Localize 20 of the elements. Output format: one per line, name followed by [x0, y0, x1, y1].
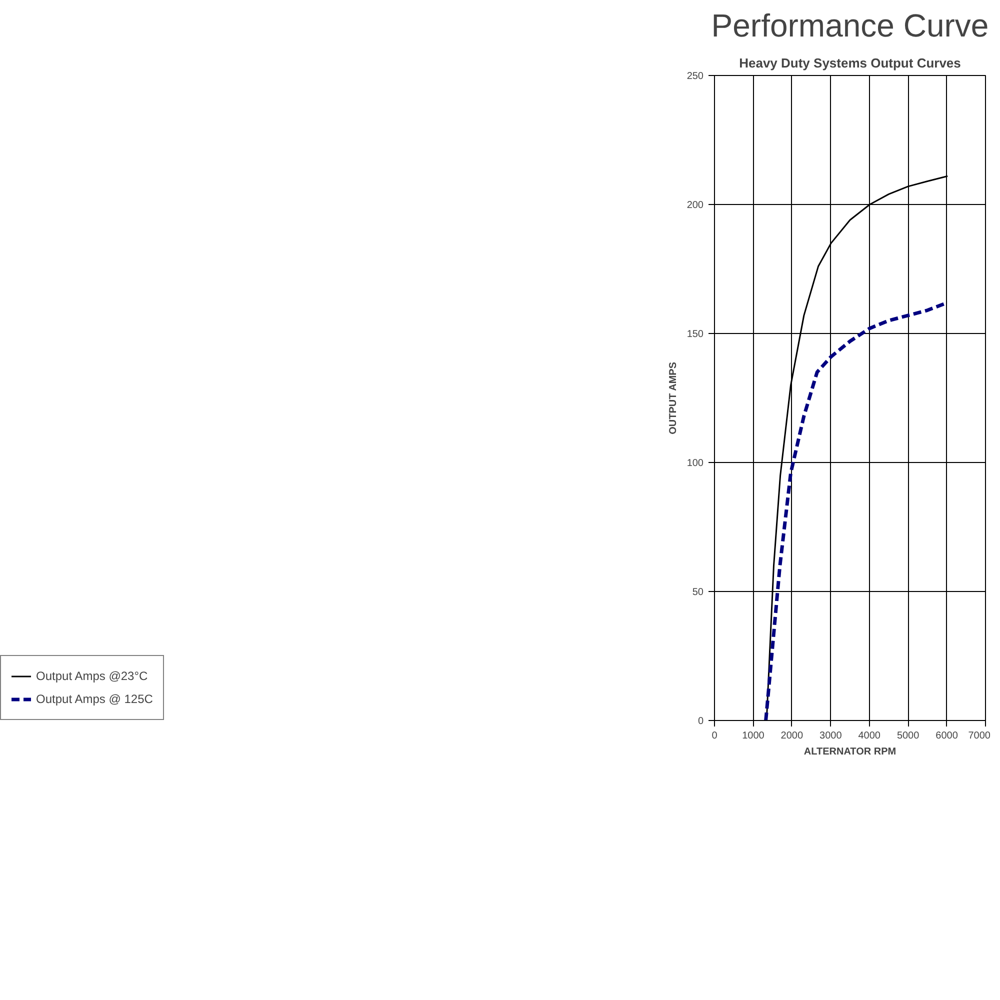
x-tick-label: 2000: [780, 730, 804, 742]
legend-label: Output Amps @ 125C: [36, 692, 153, 706]
x-tick-label: 3000: [820, 730, 842, 742]
y-tick-label: 150: [686, 329, 704, 340]
x-tick-label: 6000: [936, 730, 958, 742]
legend-label: Output Amps @23°C: [36, 669, 148, 683]
chart-subtitle: Heavy Duty Systems Output Curves: [739, 56, 961, 70]
x-tick-label: 0: [712, 730, 718, 742]
x-tick-label: 1000: [742, 730, 765, 742]
y-tick-label: 50: [692, 587, 704, 598]
y-tick-label: 100: [686, 458, 704, 469]
y-tick-label: 200: [686, 200, 704, 211]
chart-title: Performance Curve: [711, 8, 989, 44]
y-tick-label: 250: [686, 71, 704, 82]
x-tick-label: 4000: [858, 730, 881, 742]
x-tick-label: 5000: [896, 730, 920, 742]
y-tick-label: 0: [698, 716, 704, 727]
y-axis-title: OUTPUT AMPS: [668, 362, 679, 434]
x-axis-title: ALTERNATOR RPM: [804, 746, 896, 758]
x-tick-label: 7000: [968, 730, 991, 742]
